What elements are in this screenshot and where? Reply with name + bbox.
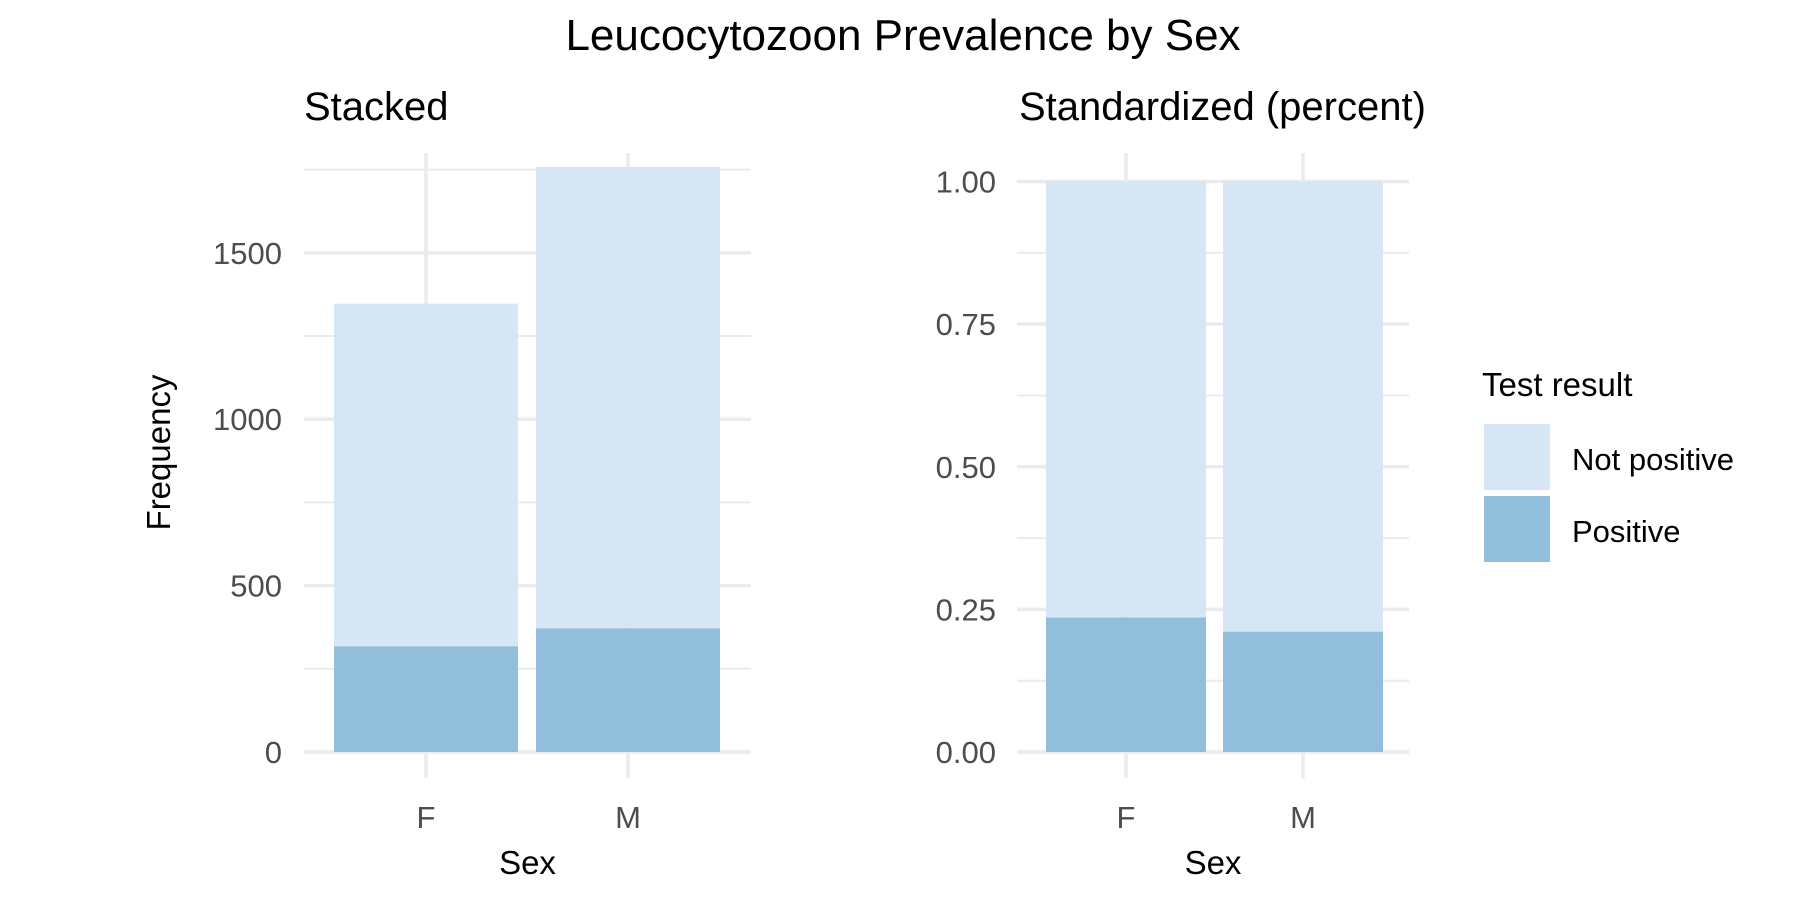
chart-title: Leucocytozoon Prevalence by Sex bbox=[565, 11, 1240, 60]
legend-key-positive bbox=[1484, 496, 1550, 562]
bar-f-not-positive bbox=[334, 303, 518, 647]
y-tick-label: 500 bbox=[230, 569, 282, 604]
bar-m-positive bbox=[536, 628, 720, 752]
y-tick-label: 1.00 bbox=[936, 165, 996, 200]
bar-m-not-positive bbox=[536, 166, 720, 629]
y-tick-label: 0.25 bbox=[936, 592, 996, 627]
y-tick-label: 0.00 bbox=[936, 735, 996, 770]
bar-m-positive bbox=[1223, 631, 1383, 752]
bar-f-not-positive bbox=[1046, 181, 1206, 618]
y-tick-label: 0 bbox=[265, 735, 282, 770]
legend-title: Test result bbox=[1482, 366, 1632, 403]
panel-standardized: 0.00 0.25 0.50 0.75 1.00 F M Standardized (perc… bbox=[936, 85, 1426, 881]
x-tick-label: M bbox=[1290, 800, 1316, 835]
bar-f-positive bbox=[1046, 617, 1206, 752]
legend-label-positive: Positive bbox=[1572, 514, 1681, 549]
y-tick-label: 0.75 bbox=[936, 307, 996, 342]
x-tick-label: F bbox=[417, 800, 436, 835]
y-tick-label: 1500 bbox=[213, 236, 282, 271]
panel-stacked: 0 500 1000 1500 F M Stacked Sex Frequency bbox=[140, 85, 751, 881]
bar-m-not-positive bbox=[1223, 181, 1383, 632]
panel-title: Stacked bbox=[304, 85, 449, 129]
y-tick-label: 1000 bbox=[213, 402, 282, 437]
y-tick-label: 0.50 bbox=[936, 450, 996, 485]
legend: Test result Not positive Positive bbox=[1482, 366, 1734, 562]
y-axis-title: Frequency bbox=[140, 374, 177, 530]
panel-title: Standardized (percent) bbox=[1019, 85, 1426, 129]
x-tick-label: M bbox=[615, 800, 641, 835]
x-axis-title: Sex bbox=[1185, 844, 1242, 881]
legend-label-not-positive: Not positive bbox=[1572, 442, 1734, 477]
legend-key-not-positive bbox=[1484, 424, 1550, 490]
bar-f-positive bbox=[334, 646, 518, 752]
x-tick-label: F bbox=[1117, 800, 1136, 835]
x-axis-title: Sex bbox=[499, 844, 556, 881]
